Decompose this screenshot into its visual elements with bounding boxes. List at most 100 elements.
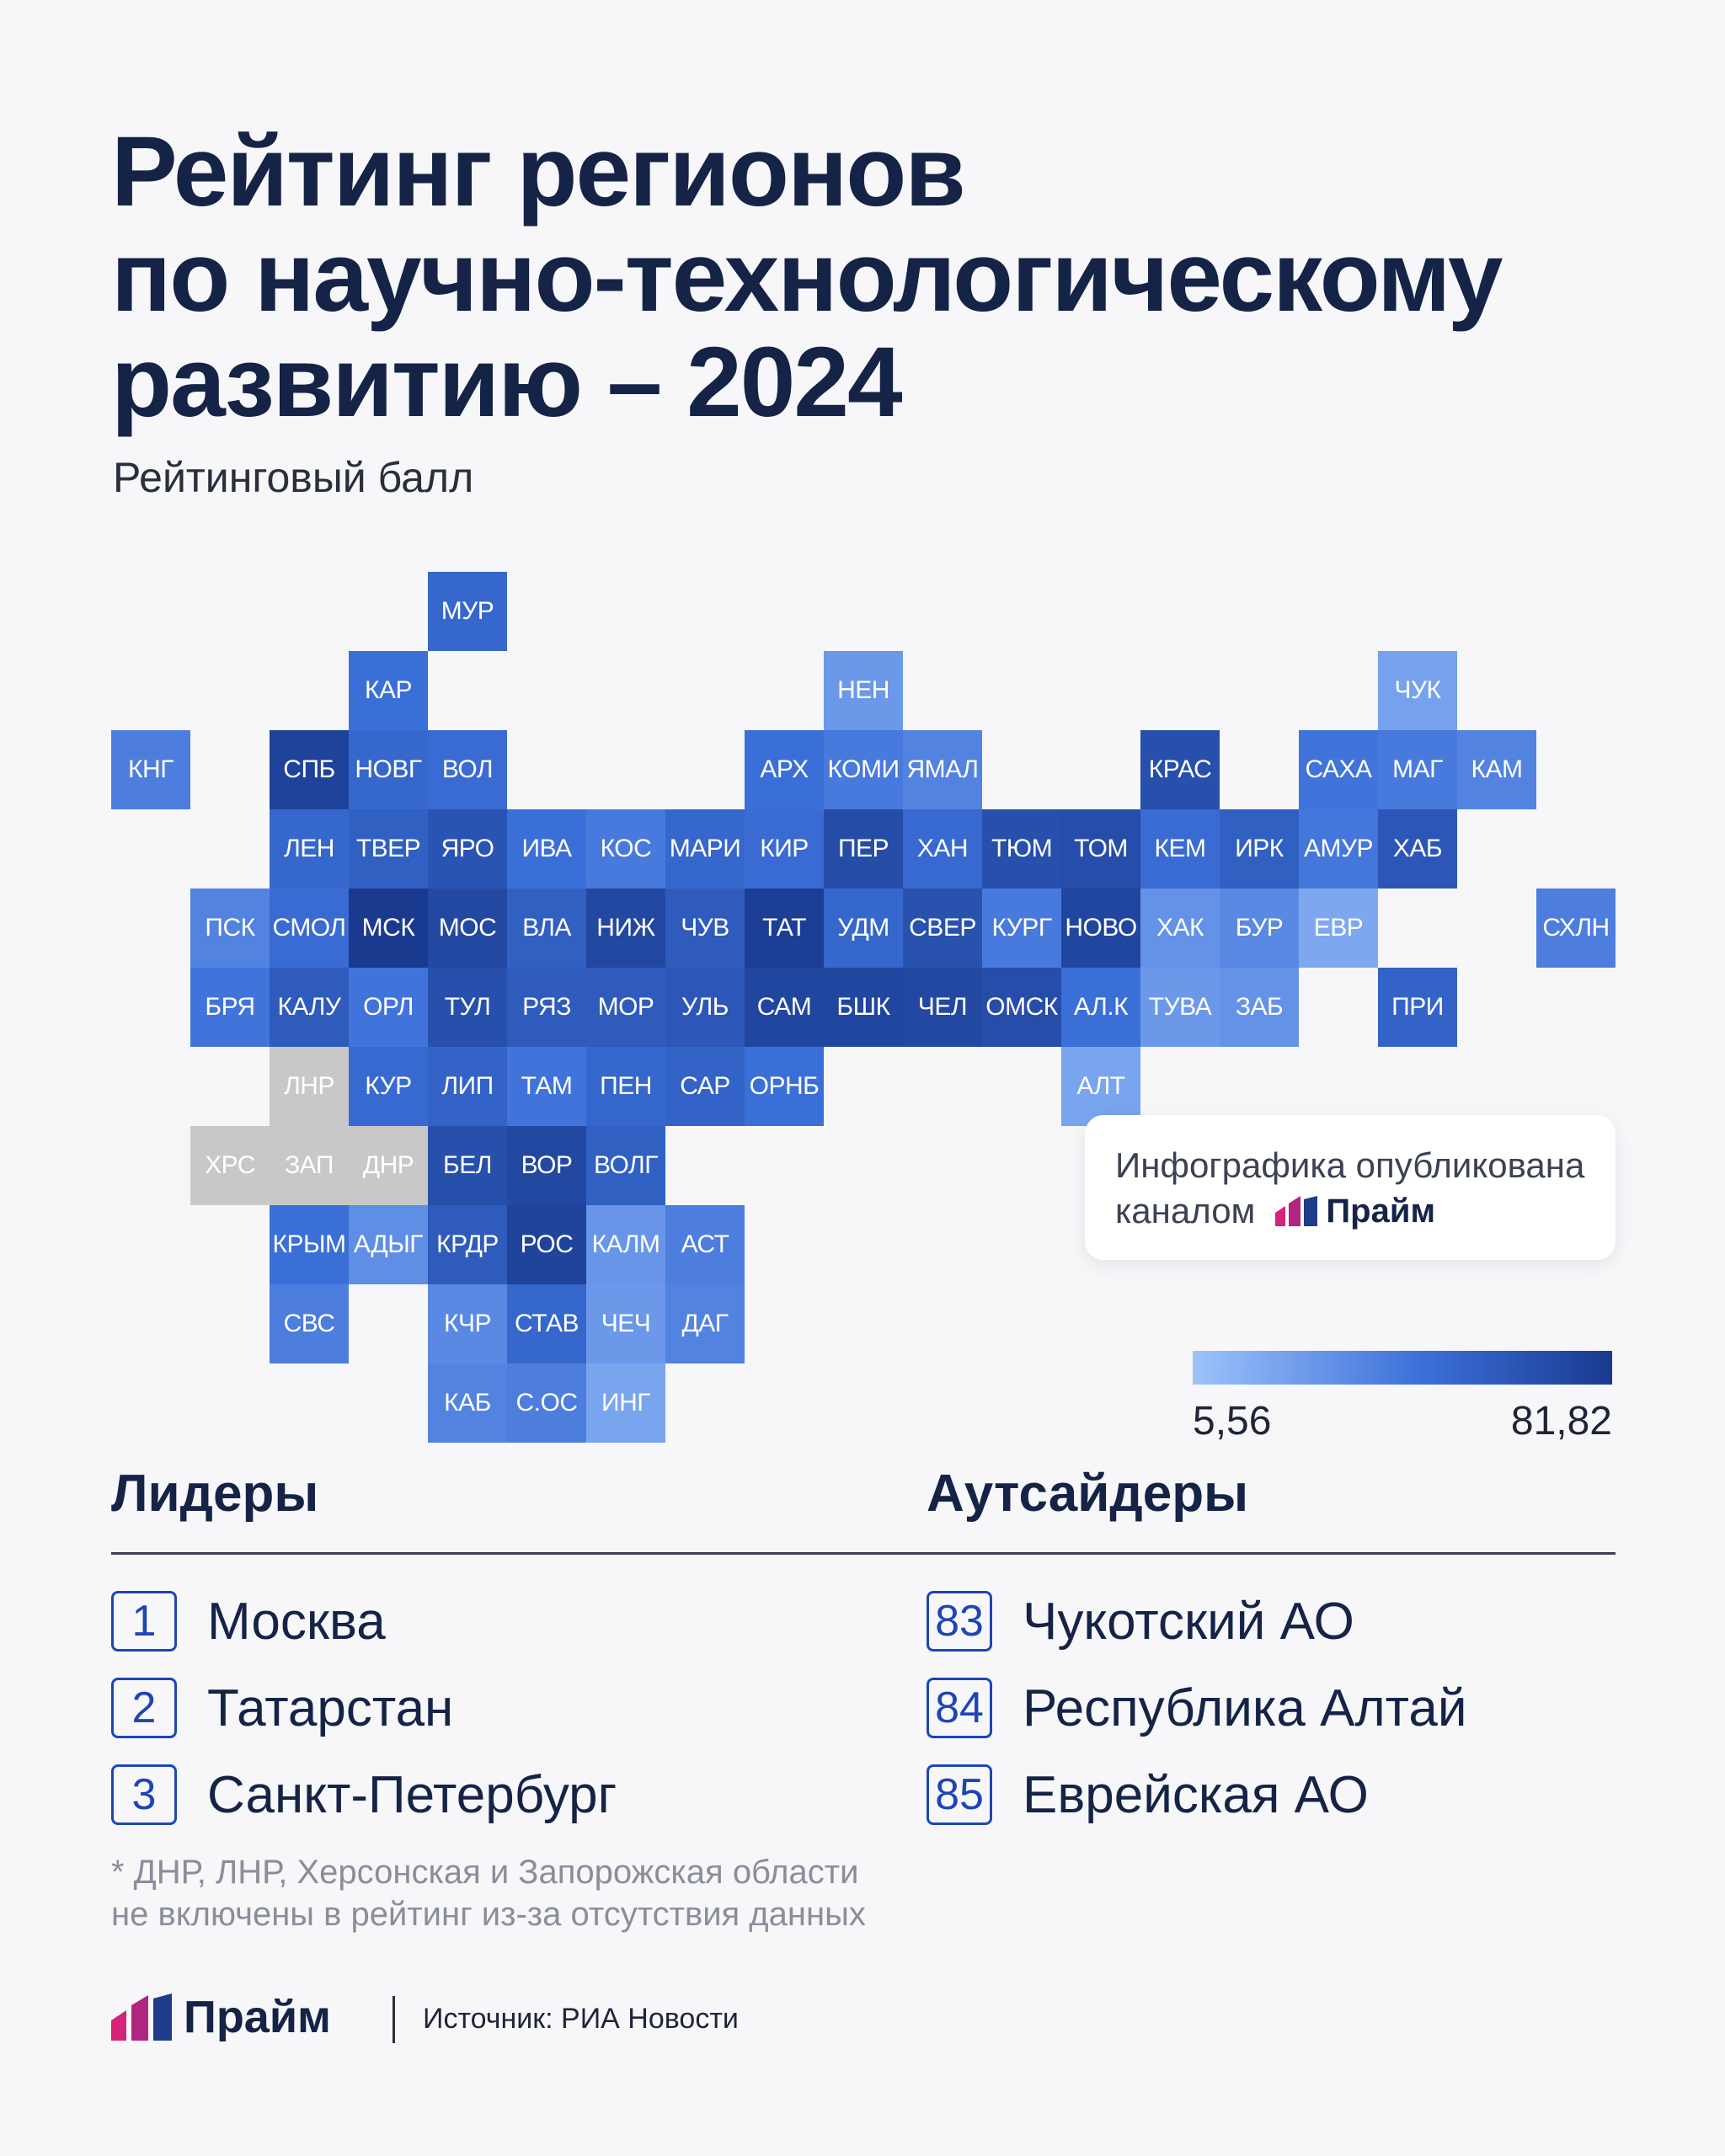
region-tile: КНГ xyxy=(111,730,190,809)
title-line-1: Рейтинг регионов xyxy=(111,116,966,227)
region-tile-label: ИВА xyxy=(521,835,572,862)
region-tile: КАЛУ xyxy=(270,968,349,1047)
region-tile: ОРЛ xyxy=(349,968,428,1047)
region-tile-label: ВОЛ xyxy=(441,755,494,783)
region-tile-label: СВС xyxy=(283,1310,335,1337)
region-tile: КУР xyxy=(349,1047,428,1126)
region-tile-label: ЯМАЛ xyxy=(906,755,979,783)
region-tile: УДМ xyxy=(824,889,903,968)
region-tile-label: ЗАБ xyxy=(1235,993,1284,1021)
region-tile: БРЯ xyxy=(190,968,270,1047)
region-tile-label: КРЫМ xyxy=(272,1230,346,1258)
note-text-1: Инфографика опубликована xyxy=(1115,1145,1585,1185)
region-tile: АРХ xyxy=(745,730,824,809)
rank-badge: 85 xyxy=(927,1764,992,1825)
region-tile: САР xyxy=(665,1047,745,1126)
region-tile: СВС xyxy=(270,1284,349,1364)
region-tile-label: КАБ xyxy=(444,1389,491,1417)
region-tile: ЛЕН xyxy=(270,809,349,889)
region-tile: БШК xyxy=(824,968,903,1047)
prime-logo[interactable]: Прайм xyxy=(1275,1193,1435,1230)
region-tile: МОР xyxy=(586,968,665,1047)
region-tile: АСТ xyxy=(665,1205,745,1284)
region-tile: ЗАБ xyxy=(1220,968,1299,1047)
region-tile-label: ТЮМ xyxy=(991,835,1053,862)
region-tile-label: ПСК xyxy=(205,914,255,942)
region-tile: ЧЕЛ xyxy=(903,968,982,1047)
region-tile-label: ХАБ xyxy=(1392,835,1443,862)
rank-badge: 2 xyxy=(111,1678,177,1738)
region-tile: СМОЛ xyxy=(270,889,349,968)
region-tile-label: ТУВА xyxy=(1148,993,1212,1021)
region-tile: УЛЬ xyxy=(665,968,745,1047)
outsider-row: 85 Еврейская АО xyxy=(927,1762,1369,1828)
region-tile-label: СХЛН xyxy=(1542,914,1610,942)
region-tile-label: КОС xyxy=(600,835,652,862)
region-tile: МСК xyxy=(349,889,428,968)
region-tile: ТАМ xyxy=(507,1047,586,1126)
outsider-row: 84 Республика Алтай xyxy=(927,1675,1466,1741)
chart-subtitle: Рейтинговый балл xyxy=(113,454,474,501)
region-tile: МОС xyxy=(428,889,507,968)
region-tile-label: УЛЬ xyxy=(681,993,729,1021)
region-tile-label: АСТ xyxy=(681,1230,729,1258)
region-tile-label: КУРГ xyxy=(991,914,1052,942)
region-tile: ВОР xyxy=(507,1126,586,1205)
region-name: Татарстан xyxy=(207,1678,454,1737)
region-tile: БУР xyxy=(1220,889,1299,968)
region-tile: ЛНР xyxy=(270,1047,349,1126)
region-tile: КОМИ xyxy=(824,730,903,809)
region-tile-label: КИР xyxy=(760,835,809,862)
region-tile: ПРИ xyxy=(1378,968,1457,1047)
region-tile: ЯРО xyxy=(428,809,507,889)
region-tile-label: ДНР xyxy=(362,1151,414,1179)
region-tile: АДЫГ xyxy=(349,1205,428,1284)
region-tile-label: СВЕР xyxy=(909,914,976,942)
title-line-2: по научно-технологическому xyxy=(111,221,1503,333)
region-tile-label: НОВГ xyxy=(355,755,422,783)
region-tile: С.ОС xyxy=(507,1364,586,1443)
region-tile: АМУР xyxy=(1299,809,1378,889)
footnote-line-2: не включены в рейтинг из-за отсутствия д… xyxy=(111,1896,866,1933)
region-tile: ИНГ xyxy=(586,1364,665,1443)
region-tile: АЛ.К xyxy=(1061,968,1140,1047)
region-tile-label: НОВО xyxy=(1065,914,1137,942)
region-tile-label: СМОЛ xyxy=(272,914,346,942)
region-tile: ЧУК xyxy=(1378,651,1457,730)
region-tile-label: КАМ xyxy=(1471,755,1523,783)
region-tile-label: ТАТ xyxy=(762,914,806,942)
region-tile-label: ОМСК xyxy=(985,993,1058,1021)
region-tile: ОРНБ xyxy=(745,1047,824,1126)
region-tile: НОВО xyxy=(1061,889,1140,968)
region-tile-label: ХАК xyxy=(1156,914,1204,942)
region-tile: ТУВА xyxy=(1140,968,1220,1047)
region-tile: САХА xyxy=(1299,730,1378,809)
region-tile: ТЮМ xyxy=(982,809,1061,889)
region-tile-label: БУР xyxy=(1235,914,1284,942)
footnote: * ДНР, ЛНР, Херсонская и Запорожская обл… xyxy=(111,1851,866,1935)
region-tile: ПСК xyxy=(190,889,270,968)
outsiders-heading: Аутсайдеры xyxy=(927,1465,1249,1523)
region-tile-label: БРЯ xyxy=(205,993,255,1021)
footnote-line-1: * ДНР, ЛНР, Херсонская и Запорожская обл… xyxy=(111,1854,859,1891)
region-tile: ЧУВ xyxy=(665,889,745,968)
section-divider xyxy=(111,1552,1616,1555)
footer-logo[interactable]: Прайм xyxy=(111,1991,331,2043)
region-tile-label: КУР xyxy=(365,1072,412,1100)
prime-logo-icon xyxy=(1275,1196,1318,1226)
region-tile: КРДР xyxy=(428,1205,507,1284)
region-tile-label: ПРИ xyxy=(1391,993,1444,1021)
region-tile: КАБ xyxy=(428,1364,507,1443)
region-tile-label: КЕМ xyxy=(1154,835,1206,862)
region-tile-label: АДЫГ xyxy=(353,1230,424,1258)
region-tile: РЯЗ xyxy=(507,968,586,1047)
region-tile: ИВА xyxy=(507,809,586,889)
region-tile-label: ОРЛ xyxy=(363,993,414,1021)
region-tile-label: ХРС xyxy=(205,1151,255,1179)
region-tile: РОС xyxy=(507,1205,586,1284)
region-tile: КРАС xyxy=(1140,730,1220,809)
region-tile: ТОМ xyxy=(1061,809,1140,889)
region-tile: ТВЕР xyxy=(349,809,428,889)
region-tile-label: КАЛУ xyxy=(277,993,341,1021)
region-tile-label: МОС xyxy=(438,914,497,942)
